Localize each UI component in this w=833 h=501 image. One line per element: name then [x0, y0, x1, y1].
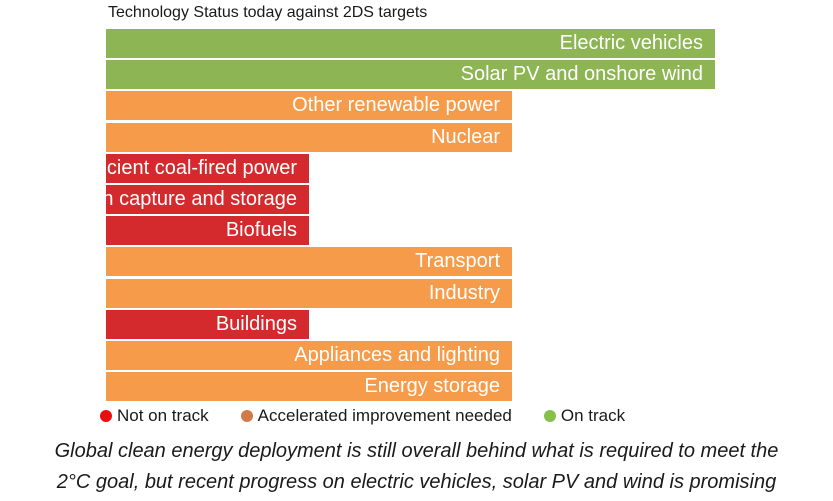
bar-more-efficient-coal-fired-power: More efficient coal-fired power	[29, 153, 309, 183]
bar-transport: Transport	[106, 247, 512, 277]
legend-label: Accelerated improvement needed	[257, 406, 512, 425]
bar-nuclear: Nuclear	[106, 122, 512, 152]
bar-carbon-capture-and-storage: Carbon capture and storage	[48, 185, 309, 214]
caption-line: 2°C goal, but recent progress on electri…	[56, 471, 777, 493]
legend: Not on track Accelerated improvement nee…	[100, 406, 657, 426]
bar-biofuels: Biofuels	[106, 216, 309, 246]
bar-chart: Electric vehicles Solar PV and onshore wi…	[29, 29, 715, 402]
caption-line: Global clean energy deployment is still …	[54, 440, 779, 462]
legend-item-accelerated: Accelerated improvement needed	[240, 406, 512, 426]
bar-industry: Industry	[106, 278, 512, 308]
chart-title: Technology Status today against 2DS targ…	[108, 4, 428, 21]
bar-electric-vehicles: Electric vehicles	[106, 29, 715, 58]
legend-label: On track	[560, 406, 626, 425]
bar-appliances-and-lighting: Appliances and lighting	[106, 341, 512, 370]
legend-item-not-on-track: Not on track	[100, 406, 209, 426]
bar-buildings: Buildings	[106, 309, 309, 339]
legend-label: Not on track	[117, 406, 209, 425]
legend-dot-icon	[100, 410, 112, 422]
legend-dot-icon	[240, 410, 253, 422]
bar-solar-pv-and-onshore-wind: Solar PV and onshore wind	[106, 60, 715, 90]
legend-item-on-track: On track	[543, 406, 626, 426]
bar-energy-storage: Energy storage	[106, 372, 512, 402]
legend-dot-icon	[543, 410, 556, 422]
caption: Global clean energy deployment is still …	[0, 436, 833, 498]
bar-other-renewable-power: Other renewable power	[106, 91, 512, 121]
